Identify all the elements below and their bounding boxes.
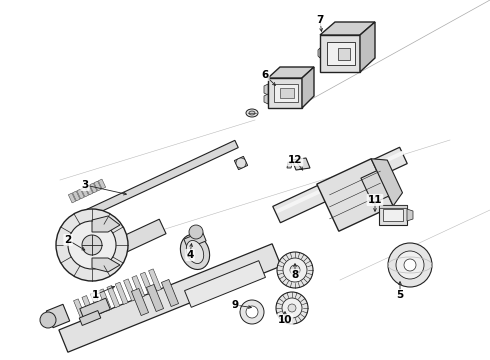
Polygon shape: [72, 140, 238, 224]
Circle shape: [189, 225, 203, 239]
Polygon shape: [46, 304, 70, 328]
Polygon shape: [327, 42, 355, 65]
Circle shape: [276, 292, 308, 324]
Text: 3: 3: [81, 180, 89, 190]
Circle shape: [277, 252, 313, 288]
Polygon shape: [92, 216, 120, 232]
Polygon shape: [234, 156, 247, 170]
Polygon shape: [280, 88, 294, 98]
Polygon shape: [383, 209, 403, 221]
Circle shape: [404, 259, 416, 271]
Circle shape: [282, 298, 302, 318]
Polygon shape: [338, 48, 350, 60]
Polygon shape: [264, 94, 268, 104]
Polygon shape: [115, 282, 128, 305]
Text: 11: 11: [368, 195, 382, 205]
Circle shape: [240, 300, 264, 324]
Polygon shape: [131, 288, 148, 316]
Polygon shape: [90, 292, 103, 315]
Text: 7: 7: [317, 15, 324, 25]
Polygon shape: [59, 244, 281, 352]
Circle shape: [290, 265, 300, 275]
Polygon shape: [123, 279, 136, 301]
Ellipse shape: [186, 240, 204, 264]
Polygon shape: [184, 231, 206, 248]
Polygon shape: [80, 298, 110, 320]
Polygon shape: [147, 284, 164, 311]
Polygon shape: [379, 205, 407, 225]
Polygon shape: [268, 67, 314, 78]
Polygon shape: [98, 179, 106, 189]
Polygon shape: [274, 84, 298, 102]
Circle shape: [82, 235, 102, 255]
Polygon shape: [92, 258, 120, 272]
Polygon shape: [81, 187, 89, 197]
Polygon shape: [73, 191, 80, 201]
Circle shape: [283, 258, 307, 282]
Polygon shape: [90, 183, 97, 193]
Text: 10: 10: [278, 315, 292, 325]
Text: 5: 5: [396, 290, 404, 300]
Text: 9: 9: [231, 300, 239, 310]
Polygon shape: [132, 275, 145, 298]
Polygon shape: [68, 193, 76, 203]
Polygon shape: [264, 84, 268, 95]
Text: 12: 12: [288, 155, 302, 165]
Circle shape: [68, 221, 116, 269]
Polygon shape: [82, 296, 95, 318]
Polygon shape: [407, 209, 413, 221]
Circle shape: [288, 304, 296, 312]
Polygon shape: [371, 159, 402, 206]
Circle shape: [396, 251, 424, 279]
Polygon shape: [361, 171, 389, 203]
Polygon shape: [276, 150, 404, 213]
Polygon shape: [273, 147, 407, 223]
Ellipse shape: [236, 158, 246, 168]
Polygon shape: [114, 219, 166, 255]
Polygon shape: [318, 48, 320, 58]
Circle shape: [246, 306, 258, 318]
Polygon shape: [360, 22, 375, 72]
Polygon shape: [79, 311, 101, 325]
Polygon shape: [161, 279, 178, 307]
Polygon shape: [94, 181, 101, 191]
Text: 1: 1: [91, 290, 98, 300]
Ellipse shape: [249, 111, 255, 115]
Polygon shape: [140, 272, 153, 294]
Polygon shape: [317, 159, 393, 231]
Ellipse shape: [246, 109, 258, 117]
Text: 8: 8: [292, 270, 298, 280]
Text: 6: 6: [261, 70, 269, 80]
Polygon shape: [292, 158, 310, 170]
Polygon shape: [74, 299, 86, 321]
Polygon shape: [379, 205, 407, 208]
Circle shape: [56, 209, 128, 281]
Polygon shape: [320, 35, 360, 72]
Text: 4: 4: [186, 250, 194, 260]
Circle shape: [388, 243, 432, 287]
Polygon shape: [287, 162, 292, 168]
Polygon shape: [302, 67, 314, 108]
Polygon shape: [320, 22, 375, 35]
Polygon shape: [77, 189, 84, 199]
Circle shape: [40, 312, 56, 328]
Polygon shape: [268, 78, 302, 108]
Polygon shape: [85, 185, 93, 195]
Polygon shape: [107, 285, 120, 308]
Polygon shape: [185, 261, 266, 307]
Ellipse shape: [180, 234, 210, 270]
Polygon shape: [148, 269, 161, 291]
Text: 2: 2: [64, 235, 72, 245]
Polygon shape: [98, 289, 111, 311]
